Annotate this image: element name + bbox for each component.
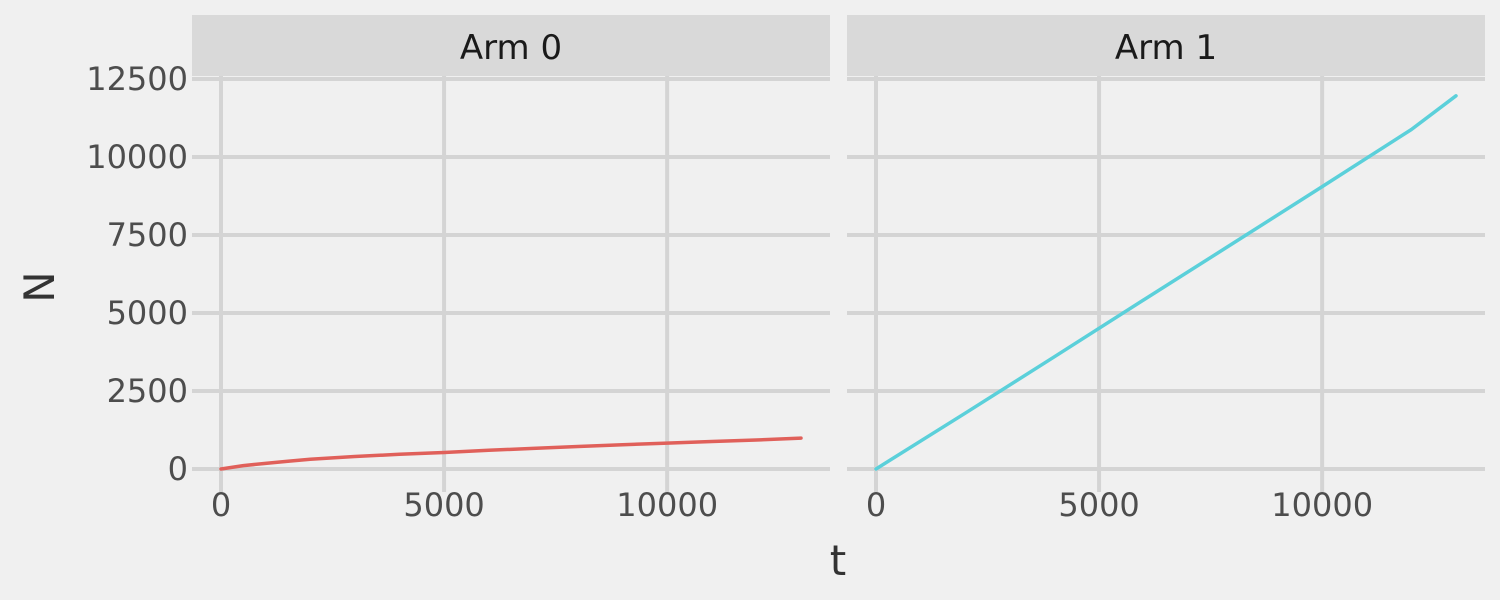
facet-strip	[192, 15, 830, 76]
x-tick-label: 10000	[616, 486, 718, 524]
y-tick-label: 0	[168, 450, 188, 488]
y-axis-title: N	[15, 271, 64, 302]
x-tick-label: 0	[211, 486, 231, 524]
y-tick-label: 12500	[86, 60, 188, 98]
series-line-0	[219, 436, 803, 471]
x-tick-label: 5000	[403, 486, 484, 524]
facet-strip	[847, 15, 1485, 76]
y-axis-tick-labels: 0 2500 5000 7500 10000 12500	[86, 60, 188, 488]
y-tick-label: 5000	[107, 294, 188, 332]
y-tick-label: 7500	[107, 216, 188, 254]
y-tick-label: 10000	[86, 138, 188, 176]
facet-panel-0: Arm 0 0 5000 10000	[192, 15, 830, 524]
facet-strip-label: Arm 1	[1115, 28, 1217, 68]
x-axis-title: t	[830, 536, 846, 585]
y-tick-label: 2500	[107, 372, 188, 410]
series-line-1	[874, 94, 1458, 471]
x-tick-label: 5000	[1058, 486, 1139, 524]
x-tick-label: 10000	[1271, 486, 1373, 524]
facet-panel-1: Arm 1 0 5000 10000	[847, 15, 1485, 524]
facet-strip-label: Arm 0	[460, 28, 562, 68]
x-tick-label: 0	[866, 486, 886, 524]
